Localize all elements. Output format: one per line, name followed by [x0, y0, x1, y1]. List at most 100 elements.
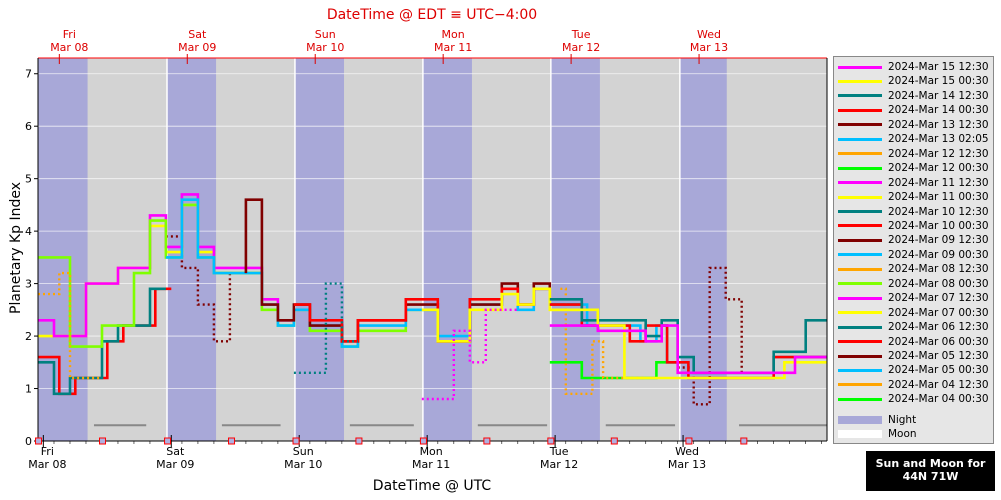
moon-marker [228, 437, 236, 445]
night-band [167, 58, 217, 441]
x-tick-date: Mar 10 [284, 458, 322, 471]
legend-swatch [838, 383, 882, 387]
legend-swatch [838, 210, 882, 213]
x-tick-date: Mar 08 [28, 458, 66, 471]
y-tick-label: 6 [25, 120, 32, 133]
top-tick-day: Sat [188, 28, 207, 41]
legend-label: 2024-Mar 13 12:30 [888, 118, 989, 131]
top-tick-date: Mar 11 [434, 41, 472, 54]
moon-marker [483, 437, 491, 445]
legend-label: 2024-Mar 12 12:30 [888, 147, 989, 160]
moon-marker [547, 437, 555, 445]
legend-swatch [838, 123, 882, 127]
legend-label: 2024-Mar 15 12:30 [888, 61, 989, 73]
bottom-axis-title: DateTime @ UTC [373, 478, 492, 494]
series-line [421, 287, 582, 343]
legend-label: 2024-Mar 12 00:30 [888, 162, 989, 175]
y-tick-label: 0 [25, 435, 32, 448]
night-band [422, 58, 472, 441]
legend-label: 2024-Mar 10 00:30 [888, 219, 989, 232]
legend-item: 2024-Mar 07 12:30 [838, 291, 989, 305]
y-tick-label: 5 [25, 173, 32, 186]
x-tick-day: Fri [41, 445, 54, 458]
legend-item: 2024-Mar 11 12:30 [838, 176, 989, 190]
moon-marker [685, 437, 693, 445]
x-tick-day: Sun [293, 445, 314, 458]
legend-swatch [838, 181, 882, 185]
legend-label: 2024-Mar 06 12:30 [888, 321, 989, 334]
legend-swatch [838, 224, 882, 228]
x-tick-day: Wed [675, 445, 699, 458]
x-tick-date: Mar 09 [156, 458, 194, 471]
night-day-bands [38, 58, 827, 441]
top-tick-day: Fri [63, 28, 76, 41]
moon-marker [610, 437, 618, 445]
y-tick-label: 1 [25, 383, 32, 396]
legend-swatch [838, 340, 882, 344]
legend-label: 2024-Mar 09 12:30 [888, 234, 989, 247]
legend-item: 2024-Mar 08 00:30 [838, 277, 989, 291]
top-tick-date: Mar 08 [50, 41, 88, 54]
legend-item: 2024-Mar 09 12:30 [838, 233, 989, 247]
moon-marker [419, 437, 427, 445]
legend-label: 2024-Mar 11 12:30 [888, 176, 989, 189]
series-lines [38, 193, 827, 406]
legend-label: 2024-Mar 14 00:30 [888, 104, 989, 117]
series-line [38, 287, 166, 396]
night-band [294, 58, 345, 441]
moon-marker [35, 437, 43, 445]
legend-item: 2024-Mar 10 12:30 [838, 205, 989, 219]
legend-item: 2024-Mar 06 12:30 [838, 320, 989, 334]
y-tick-label: 4 [25, 225, 32, 238]
legend-label: 2024-Mar 05 00:30 [888, 364, 989, 377]
moon-marker [740, 437, 748, 445]
series-line [38, 287, 172, 396]
legend-item: 2024-Mar 05 12:30 [838, 349, 989, 363]
y-tick-label: 3 [25, 278, 32, 291]
legend-label: 2024-Mar 11 00:30 [888, 191, 989, 204]
legend-item: 2024-Mar 13 12:30 [838, 118, 989, 132]
legend-item: 2024-Mar 05 00:30 [838, 363, 989, 377]
top-tick-date: Mar 10 [306, 41, 344, 54]
legend-swatch [838, 65, 882, 69]
legend-swatch [838, 238, 882, 242]
legend-swatch [838, 79, 882, 83]
legend-label: 2024-Mar 13 02:05 [888, 133, 989, 146]
moon-marker [164, 437, 172, 445]
legend-swatch [838, 94, 882, 98]
legend-item: 2024-Mar 12 00:30 [838, 161, 989, 175]
y-tick-label: 2 [25, 330, 32, 343]
legend-item: 2024-Mar 09 00:30 [838, 248, 989, 262]
night-band [38, 58, 88, 441]
legend-item: 2024-Mar 14 00:30 [838, 103, 989, 117]
series-line [549, 308, 827, 380]
legend-swatch [838, 282, 882, 286]
legend-swatch [838, 195, 882, 199]
legend-item: 2024-Mar 15 12:30 [838, 60, 989, 74]
legend-label: 2024-Mar 06 00:30 [888, 335, 989, 348]
series-line [677, 266, 763, 406]
y-tick-label: 7 [25, 68, 32, 81]
legend-item: 2024-Mar 14 12:30 [838, 89, 989, 103]
x-tick-day: Sat [166, 445, 185, 458]
legend-item: 2024-Mar 13 02:05 [838, 132, 989, 146]
legend-swatch [838, 108, 882, 112]
x-tick-day: Mon [420, 445, 443, 458]
y-axis-title: Planetary Kp Index [8, 182, 24, 314]
legend-label: Moon [888, 428, 917, 440]
legend-label: 2024-Mar 10 12:30 [888, 205, 989, 218]
legend-moon: Moon [838, 427, 917, 441]
legend-item: 2024-Mar 10 00:30 [838, 219, 989, 233]
legend-item: 2024-Mar 07 00:30 [838, 306, 989, 320]
top-tick-date: Mar 12 [562, 41, 600, 54]
info-line-1: Sun and Moon for [875, 457, 986, 470]
legend-item: 2024-Mar 12 12:30 [838, 147, 989, 161]
top-tick-day: Mon [442, 28, 465, 41]
series-line [549, 360, 678, 380]
series-line [560, 287, 646, 395]
legend-swatch [838, 296, 882, 300]
legend-item: 2024-Mar 04 00:30 [838, 392, 989, 406]
legend-label: 2024-Mar 08 00:30 [888, 277, 989, 290]
legend-label: 2024-Mar 07 12:30 [888, 292, 989, 305]
